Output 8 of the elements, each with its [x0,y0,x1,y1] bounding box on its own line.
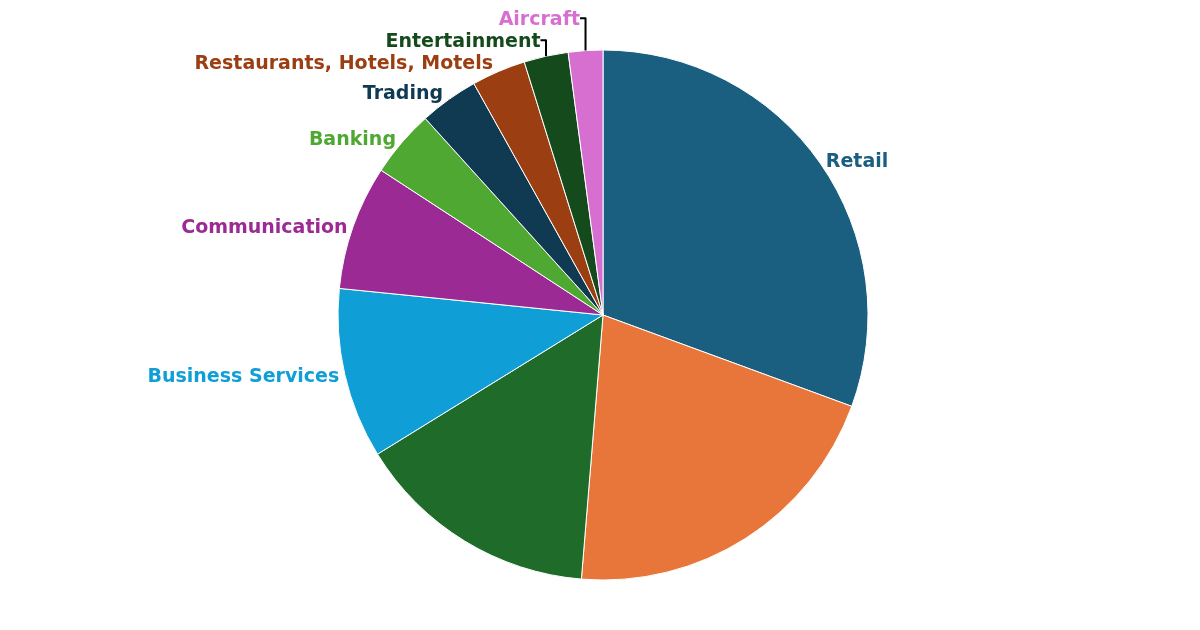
slice-label: Banking [308,127,396,150]
slice-label: Trading [362,81,444,104]
slice-label: Aircraft [498,7,581,30]
slice-label: Restaurants, Hotels, Motels [194,51,494,74]
slice-label: Entertainment [385,29,541,52]
slice-label: Business Services [147,363,340,386]
slice-label: Retail [825,148,889,171]
slice-label: Communication [181,214,348,237]
